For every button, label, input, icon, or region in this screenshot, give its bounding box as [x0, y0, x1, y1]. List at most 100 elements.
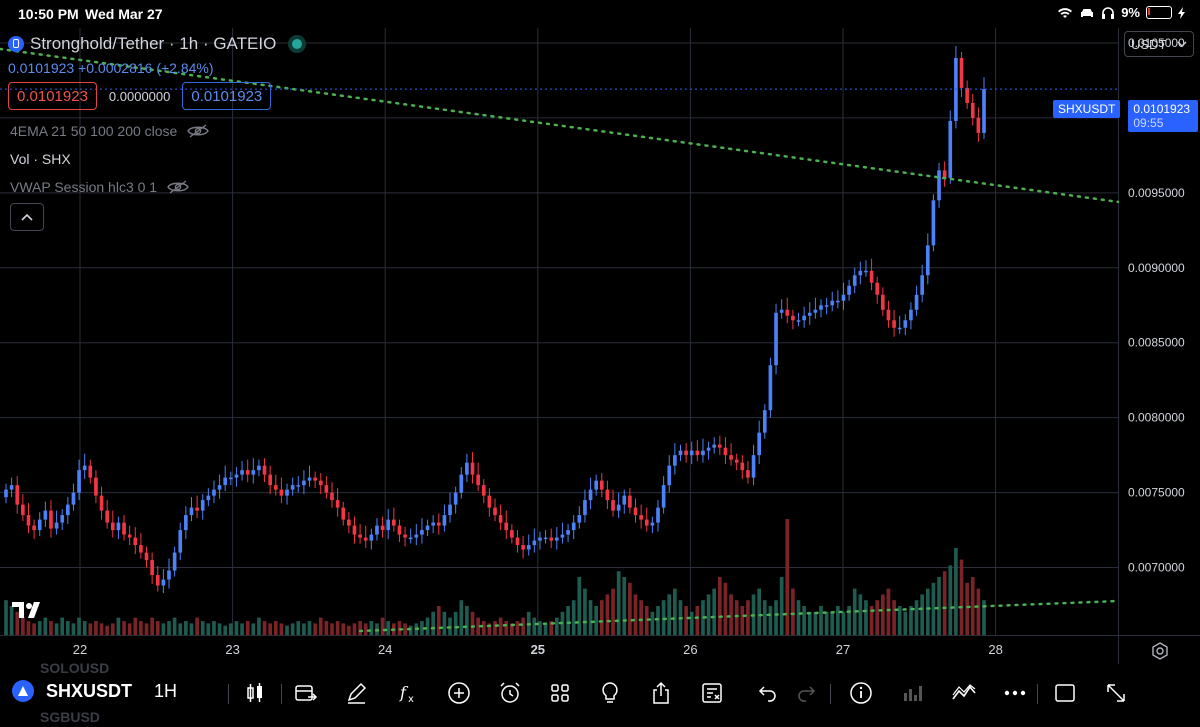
toolbar-separator: [281, 684, 282, 704]
volume-indicator[interactable]: Vol · SHX: [10, 151, 71, 167]
add-icon[interactable]: [445, 679, 473, 707]
candle-body: [324, 485, 329, 493]
candle-body: [459, 474, 464, 493]
volume-bar: [639, 600, 643, 635]
badge-price: 0.0101923: [1133, 102, 1191, 116]
volume-bar: [976, 588, 981, 635]
volume-bar: [268, 623, 272, 635]
hidden-eye-icon[interactable]: [167, 180, 189, 194]
layout-icon[interactable]: [546, 679, 574, 707]
tradingview-logo: [12, 600, 46, 626]
candle-body: [436, 522, 441, 526]
volume-bar: [420, 621, 424, 635]
volume-bar: [110, 623, 115, 635]
price-tick-label: 0.0075000: [1128, 486, 1185, 500]
candle-body: [628, 495, 632, 508]
hidden-eye-icon[interactable]: [187, 124, 210, 138]
candle-body: [161, 579, 166, 586]
compare-icon[interactable]: [292, 679, 320, 707]
time-axis: 22 23 24 25 26 27 28: [73, 642, 1003, 657]
current-price-badge: SHXUSDT 0.0101923 09:55: [1053, 100, 1199, 132]
candle-body: [375, 525, 379, 535]
chart-settings-icon[interactable]: [1150, 641, 1170, 661]
expand-icon[interactable]: [1102, 679, 1130, 707]
symbol-title[interactable]: Stronghold/Tether · 1h · GATEIO: [30, 34, 277, 53]
candle-body: [77, 470, 81, 493]
undo-icon[interactable]: [753, 679, 781, 707]
candle-body: [982, 89, 986, 133]
volume-bar: [892, 600, 896, 635]
volume-bar: [167, 621, 171, 635]
volume-bar: [206, 623, 211, 635]
draw-icon[interactable]: [342, 679, 370, 707]
collapse-legend-button[interactable]: [10, 203, 44, 231]
candle-body: [830, 300, 835, 306]
buy-button[interactable]: 0.0101923: [182, 82, 272, 110]
volume-bar: [223, 625, 228, 635]
volume-bar: [184, 621, 188, 635]
volume-bar: [549, 621, 554, 635]
chart-legend: Stronghold/Tether · 1h · GATEIO: [8, 34, 303, 54]
object-tree-icon[interactable]: [698, 679, 726, 707]
volume-bar: [605, 594, 610, 635]
volume-bar: [661, 600, 666, 635]
candle-body: [836, 300, 840, 303]
toolbar-symbol[interactable]: SHXUSDT: [46, 680, 133, 701]
volume-bar: [931, 582, 936, 635]
volume-bar: [515, 621, 520, 635]
candle-body: [566, 530, 570, 535]
volume-bar: [43, 617, 48, 635]
symbol-selector[interactable]: SHXUSDT 1H: [12, 680, 177, 702]
more-icon[interactable]: [1001, 679, 1029, 707]
candle-body: [268, 474, 272, 486]
candle-body: [358, 534, 362, 538]
candle-body: [515, 537, 520, 546]
ema-indicator[interactable]: 4EMA 21 50 100 200 close: [10, 123, 210, 139]
candle-body: [229, 477, 233, 480]
currency-select[interactable]: USDT: [1124, 31, 1194, 57]
candle-body: [920, 275, 924, 295]
candle-body: [352, 525, 357, 535]
candle-type-icon[interactable]: [241, 679, 269, 707]
chevron-up-icon: [21, 213, 33, 221]
candle-body: [481, 485, 486, 496]
ideas-icon[interactable]: [596, 679, 624, 707]
chevron-down-icon: [1177, 41, 1187, 47]
candle-body: [729, 455, 733, 460]
candle-body: [313, 477, 317, 481]
candle-body: [32, 525, 36, 531]
toolbar-separator: [1037, 684, 1038, 704]
info-icon[interactable]: [847, 679, 875, 707]
spread-value: 0.0000000: [108, 88, 171, 104]
vwap-indicator[interactable]: VWAP Session hlc3 0 1: [10, 179, 189, 195]
share-icon[interactable]: [647, 679, 675, 707]
sell-button[interactable]: 0.0101923: [8, 82, 97, 110]
candle-body: [656, 507, 660, 523]
volume-bar: [470, 611, 475, 635]
candle-body: [718, 444, 722, 448]
volume-bar: [431, 611, 435, 635]
price-chart[interactable]: 0.01050000.01000000.00950000.00900000.00…: [0, 28, 1200, 664]
fullscreen-frame-icon[interactable]: [1051, 679, 1079, 707]
volume-bar: [94, 621, 98, 635]
time-tick-label: 27: [836, 642, 850, 657]
volume-bar: [791, 588, 795, 635]
volume-bars: [4, 519, 986, 635]
chart-type-icon[interactable]: [950, 679, 978, 707]
candle-body: [257, 465, 261, 471]
redo-icon[interactable]: [793, 679, 821, 707]
candle-body: [622, 495, 627, 505]
alert-icon[interactable]: [496, 679, 524, 707]
candle-body: [330, 492, 334, 501]
volume-bar: [768, 606, 773, 635]
candle-body: [965, 87, 969, 103]
data-window-icon[interactable]: [898, 679, 926, 707]
volume-bar: [555, 617, 559, 635]
toolbar-interval[interactable]: 1H: [154, 680, 178, 701]
candle-body: [498, 515, 503, 523]
svg-text:f: f: [399, 683, 409, 702]
volume-bar: [369, 621, 374, 635]
badge-symbol: SHXUSDT: [1053, 100, 1121, 118]
